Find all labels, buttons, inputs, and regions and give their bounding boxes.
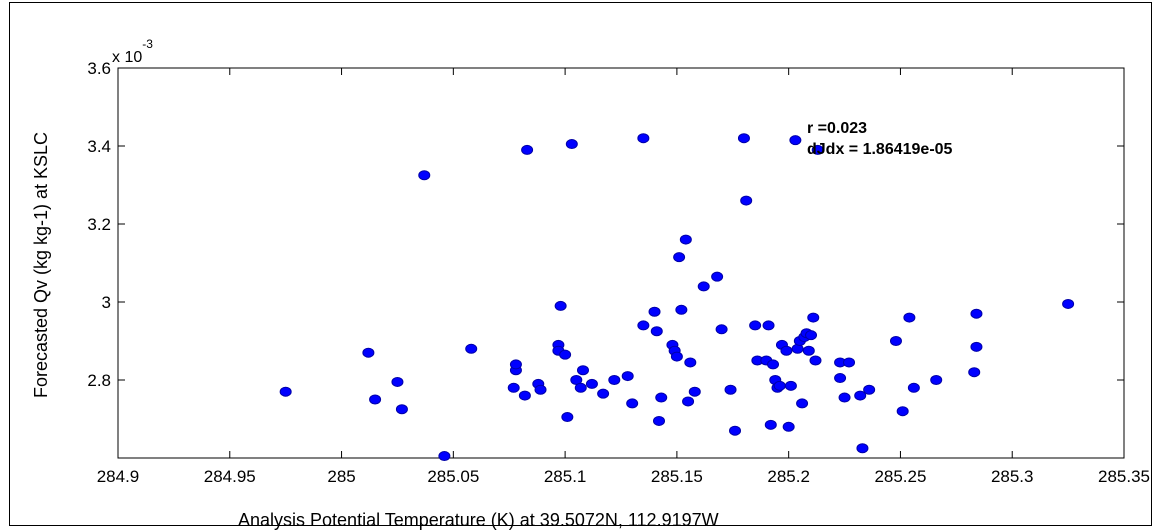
scatter-point bbox=[762, 320, 775, 331]
x-tick-label: 284.9 bbox=[97, 467, 140, 486]
y-tick-label: 2.8 bbox=[87, 371, 111, 390]
scatter-point bbox=[740, 195, 753, 206]
correlation-annotation: r =0.023 bbox=[807, 120, 867, 137]
scatter-point bbox=[968, 367, 981, 378]
scatter-point bbox=[362, 347, 375, 358]
scatter-point bbox=[679, 234, 692, 245]
x-tick-label: 285.2 bbox=[767, 467, 810, 486]
scatter-point bbox=[653, 415, 666, 426]
scatter-point bbox=[534, 384, 547, 395]
scatter-point bbox=[670, 351, 683, 362]
x-axis-label: Analysis Potential Temperature (K) at 39… bbox=[238, 510, 719, 530]
x-tick-label: 285.35 bbox=[1098, 467, 1150, 486]
scatter-point bbox=[576, 365, 589, 376]
y-axis-ticks: 2.8 3 3.2 3.4 3.6 bbox=[87, 59, 1124, 390]
scatter-point bbox=[889, 336, 902, 346]
scatter-point bbox=[565, 139, 578, 150]
scatter-point bbox=[843, 357, 856, 368]
x-tick-label: 284.95 bbox=[204, 467, 256, 486]
scatter-point bbox=[626, 398, 639, 409]
y-tick-label: 3.2 bbox=[87, 215, 111, 234]
scatter-point bbox=[807, 312, 820, 323]
scatter-point bbox=[863, 384, 876, 395]
scatter-point bbox=[650, 326, 663, 337]
x-tick-label: 285.3 bbox=[991, 467, 1034, 486]
scatter-points bbox=[279, 133, 1075, 462]
scatter-point bbox=[655, 392, 668, 403]
scatter-point bbox=[749, 320, 762, 331]
scatter-point bbox=[1062, 298, 1075, 309]
y-tick-label: 3.6 bbox=[87, 59, 111, 78]
scatter-point bbox=[970, 341, 983, 352]
scatter-point bbox=[608, 375, 621, 385]
scatter-point bbox=[834, 373, 847, 384]
scatter-point bbox=[637, 320, 650, 331]
x-tick-label: 285 bbox=[327, 467, 355, 486]
scatter-point bbox=[784, 380, 797, 391]
x-axis-ticks: 284.9 284.95 285 285.05 285.1 285.15 285.2 285.… bbox=[97, 68, 1150, 486]
scatter-point bbox=[715, 324, 728, 335]
scatter-point bbox=[896, 406, 909, 417]
gradient-annotation: dJdx = 1.86419e-05 bbox=[807, 141, 953, 158]
x-tick-label: 285.25 bbox=[874, 467, 926, 486]
scatter-point bbox=[682, 396, 695, 407]
scatter-point bbox=[802, 345, 815, 356]
scatter-point bbox=[438, 451, 451, 462]
scatter-point bbox=[418, 170, 431, 181]
scatter-point bbox=[395, 404, 408, 415]
scatter-point bbox=[585, 378, 598, 389]
scatter-point bbox=[767, 359, 780, 370]
scatter-point bbox=[673, 252, 686, 263]
scatter-point bbox=[648, 306, 661, 317]
scatter-point bbox=[621, 371, 634, 382]
scatter-point bbox=[559, 349, 572, 360]
scatter-point bbox=[809, 355, 822, 366]
scatter-point bbox=[597, 388, 610, 399]
scatter-point bbox=[574, 382, 587, 393]
scatter-point bbox=[561, 412, 574, 423]
scatter-point bbox=[838, 392, 851, 403]
scatter-point bbox=[780, 345, 793, 356]
scatter-point bbox=[764, 419, 777, 430]
scatter-point bbox=[711, 271, 724, 282]
y-axis-label: Forecasted Qv (kg kg-1) at KSLC bbox=[31, 132, 51, 398]
y-multiplier-label: x 10-3 bbox=[112, 37, 153, 66]
scatter-point bbox=[518, 390, 531, 401]
scatter-point bbox=[796, 398, 809, 409]
scatter-point bbox=[789, 135, 802, 146]
scatter-point bbox=[507, 382, 520, 393]
scatter-point bbox=[930, 375, 943, 385]
scatter-point bbox=[369, 394, 382, 405]
scatter-point bbox=[782, 421, 795, 432]
scatter-point bbox=[697, 281, 710, 292]
scatter-point bbox=[811, 144, 824, 155]
scatter-point bbox=[391, 376, 404, 387]
scatter-point bbox=[521, 144, 534, 155]
y-tick-label: 3 bbox=[102, 293, 111, 312]
scatter-point bbox=[554, 300, 567, 311]
scatter-point bbox=[637, 133, 650, 144]
scatter-point bbox=[805, 330, 818, 341]
scatter-point bbox=[684, 357, 697, 368]
x-tick-label: 285.05 bbox=[427, 467, 479, 486]
scatter-point bbox=[688, 386, 701, 397]
scatter-point bbox=[907, 382, 920, 393]
scatter-point bbox=[737, 133, 750, 144]
scatter-point bbox=[724, 384, 737, 395]
scatter-point bbox=[509, 359, 522, 370]
scatter-point bbox=[729, 425, 742, 436]
scatter-point bbox=[279, 386, 292, 397]
x-tick-label: 285.1 bbox=[544, 467, 587, 486]
scatter-point bbox=[970, 308, 983, 319]
scatter-point bbox=[675, 304, 688, 315]
x-tick-label: 285.15 bbox=[651, 467, 703, 486]
scatter-point bbox=[903, 312, 916, 323]
scatter-point bbox=[854, 390, 867, 401]
y-tick-label: 3.4 bbox=[87, 137, 111, 156]
scatter-point bbox=[856, 443, 869, 454]
plot-area bbox=[117, 67, 1125, 459]
scatter-point bbox=[465, 343, 478, 354]
scatter-point bbox=[773, 380, 786, 391]
